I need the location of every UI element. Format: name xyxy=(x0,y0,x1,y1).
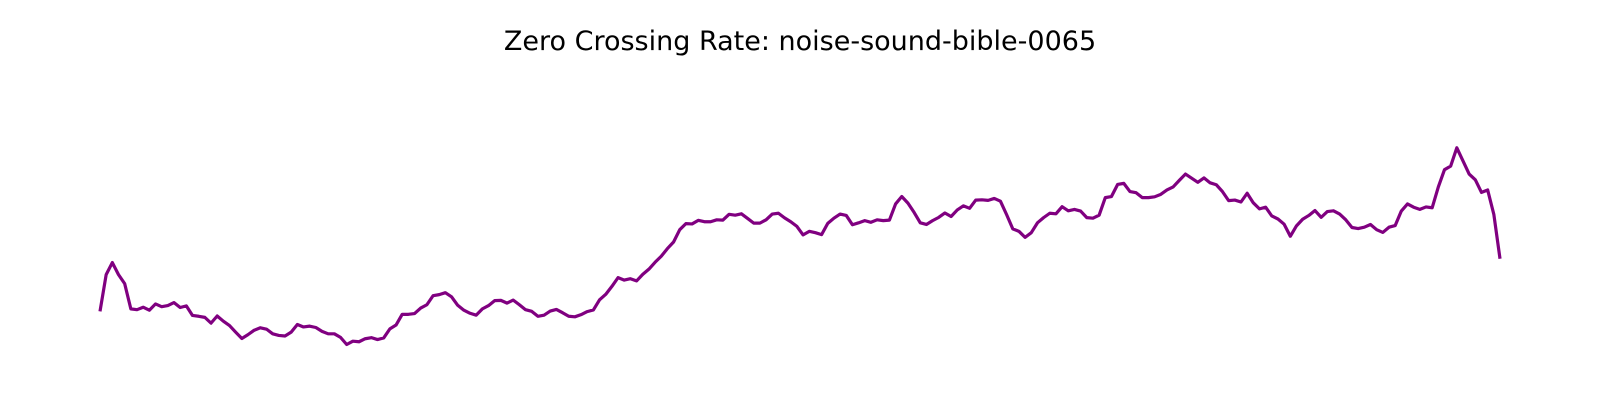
series-layer xyxy=(98,146,1502,347)
chart-title: Zero Crossing Rate: noise-sound-bible-00… xyxy=(503,26,1097,57)
series-line-0 xyxy=(98,146,1502,347)
